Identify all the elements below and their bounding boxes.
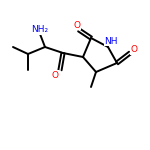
Text: O: O bbox=[51, 70, 58, 80]
Text: NH₂: NH₂ bbox=[32, 26, 49, 34]
Text: NH: NH bbox=[104, 36, 118, 45]
Text: O: O bbox=[130, 45, 138, 54]
Text: O: O bbox=[74, 21, 81, 30]
